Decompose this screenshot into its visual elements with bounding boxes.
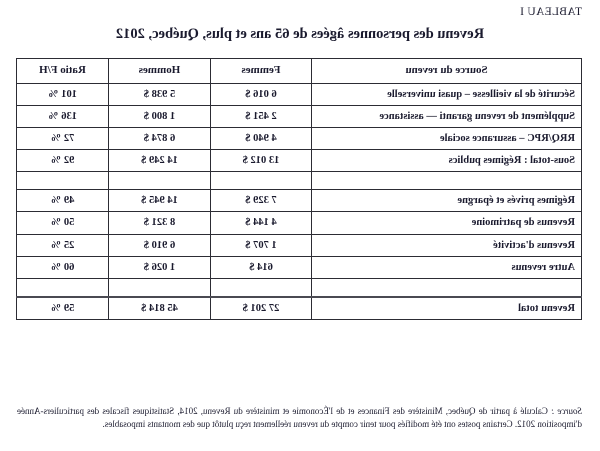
cell-source: Sous-total : Régimes publics (311, 149, 582, 172)
cell-femmes (210, 171, 312, 190)
cell-ratio: 72 % (16, 127, 109, 150)
cell-femmes: 27 201 $ (210, 296, 312, 320)
table-row: Revenu total 27 201 $45 814 $59 % (16, 296, 582, 320)
table-row: Revenus d'activité 1 707 $6 910 $25 % (16, 234, 582, 257)
table-row (16, 171, 582, 190)
cell-hommes: 45 814 $ (108, 296, 211, 320)
cell-femmes: 2 451 $ (210, 105, 312, 128)
cell-ratio (16, 171, 109, 190)
cell-hommes: 14 945 $ (108, 189, 211, 212)
cell-ratio: 92 % (16, 149, 109, 172)
column-header-hommes: Hommes (108, 58, 211, 84)
table-row: Sécurité de la vieillesse – quasi univer… (16, 83, 582, 106)
cell-source (311, 171, 582, 190)
cell-ratio: 25 % (16, 234, 109, 257)
tableau-label: TABLEAU I (519, 6, 582, 18)
cell-femmes: 13 012 $ (210, 149, 312, 172)
cell-femmes: 4 940 $ (210, 127, 312, 150)
table-row: Autre revenus 614 $1 026 $60 % (16, 256, 582, 279)
cell-ratio: 59 % (16, 296, 109, 320)
cell-source: Supplément de revenu garanti — assistanc… (311, 105, 582, 128)
cell-hommes: 8 321 $ (108, 211, 211, 234)
cell-hommes: 6 874 $ (108, 127, 211, 150)
cell-ratio: 49 % (16, 189, 109, 212)
cell-femmes: 6 016 $ (210, 83, 312, 106)
cell-hommes: 6 910 $ (108, 234, 211, 257)
table-row: Supplément de revenu garanti — assistanc… (16, 105, 582, 128)
cell-ratio (16, 278, 109, 297)
table-header-row: Source du revenu Femmes Hommes Ratio F/H (16, 58, 582, 84)
cell-source: RRQ/RPC – assurance sociale (311, 127, 582, 150)
cell-femmes: 1 707 $ (210, 234, 312, 257)
cell-hommes: 5 938 $ (108, 83, 211, 106)
income-table: Source du revenu Femmes Hommes Ratio F/H… (16, 58, 582, 320)
cell-femmes: 614 $ (210, 256, 312, 279)
table-row: Régimes privés et épargne 7 329 $14 945 $… (16, 189, 582, 212)
page-title: Revenu des personnes âgées de 65 ans et … (115, 26, 485, 42)
column-header-ratio: Ratio F/H (16, 58, 109, 84)
cell-hommes: 14 249 $ (108, 149, 211, 172)
cell-ratio: 101 % (16, 83, 109, 106)
table-header: Source du revenu Femmes Hommes Ratio F/H (16, 58, 582, 84)
cell-femmes: 4 144 $ (210, 211, 312, 234)
column-header-source: Source du revenu (311, 58, 582, 84)
cell-hommes: 1 800 $ (108, 105, 211, 128)
cell-source: Revenus de patrimoine (311, 211, 582, 234)
source-note-body: Calculé à partir de Québec, Ministère de… (16, 406, 582, 430)
cell-ratio: 50 % (16, 211, 109, 234)
table-row: RRQ/RPC – assurance sociale 4 940 $6 874 … (16, 127, 582, 150)
cell-source (311, 278, 582, 297)
table-body: Sécurité de la vieillesse – quasi univer… (16, 83, 582, 320)
cell-femmes: 7 329 $ (210, 189, 312, 212)
cell-source: Régimes privés et épargne (311, 189, 582, 212)
cell-ratio: 60 % (16, 256, 109, 279)
cell-ratio: 136 % (16, 105, 109, 128)
cell-femmes (210, 278, 312, 297)
cell-hommes: 1 026 $ (108, 256, 211, 279)
cell-hommes (108, 278, 211, 297)
table-row: Sous-total : Régimes publics 13 012 $14 2… (16, 149, 582, 172)
cell-source: Revenus d'activité (311, 234, 582, 257)
cell-source: Revenu total (311, 296, 582, 320)
cell-source: Autre revenus (311, 256, 582, 279)
cell-hommes (108, 171, 211, 190)
column-header-femmes: Femmes (210, 58, 312, 84)
source-note-lead: Source : (551, 406, 582, 416)
source-note: Source : Calculé à partir de Québec, Min… (17, 405, 582, 431)
table-row: Revenus de patrimoine 4 144 $8 321 $50 % (16, 211, 582, 234)
cell-source: Sécurité de la vieillesse – quasi univer… (311, 83, 582, 106)
table-row (16, 278, 582, 297)
